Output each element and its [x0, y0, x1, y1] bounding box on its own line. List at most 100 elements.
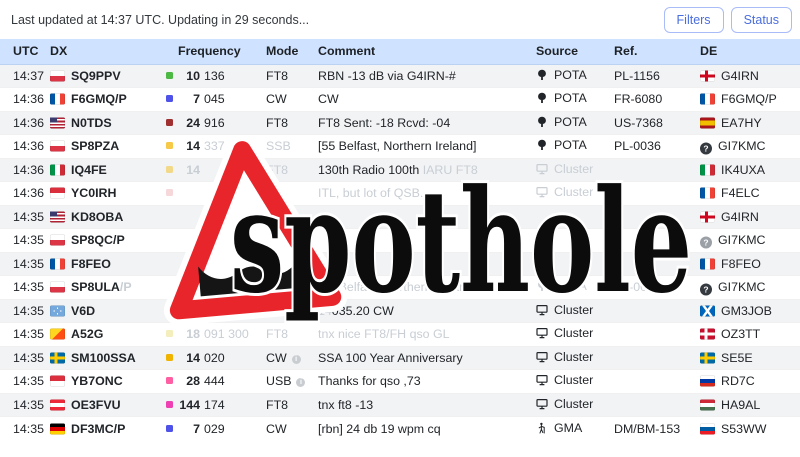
- band-color-swatch: [166, 189, 173, 197]
- dx-callsign: YB7ONC: [71, 374, 123, 389]
- spot-row[interactable]: 14:35 DF3MC/P 7 029 CW [rbn] 24 db 19 wpm cq G…: [0, 416, 800, 440]
- comment-text: [rbn] 24 db 19 wpm cq: [318, 421, 441, 436]
- spot-row[interactable]: 14:35 OE3FVU 144 174 FT8 tnx ft8 -13 Cluster HA…: [0, 392, 800, 417]
- ref-cell: [598, 392, 684, 417]
- unknown-country-icon: ?: [700, 142, 712, 155]
- pota-tree-icon: [538, 140, 546, 151]
- column-header-comment[interactable]: Comment: [308, 39, 520, 65]
- de-flag-it-icon: [700, 164, 715, 176]
- status-button[interactable]: Status: [730, 6, 792, 33]
- dx-flag-pl-icon: [50, 281, 65, 293]
- unknown-country-icon: ?: [700, 283, 712, 296]
- dx-cell: A52G: [44, 322, 160, 346]
- de-flag-fr-icon: [700, 258, 715, 270]
- dx-callsign: DF3MC/P: [71, 421, 126, 436]
- comment-text: FT8 Sent: -18 Rcvd: -04: [318, 115, 451, 130]
- comment-text: SSA 100 Year Anniversary: [318, 350, 463, 365]
- spot-time: 14:35: [13, 374, 44, 389]
- source-badge: Cluster: [536, 185, 593, 199]
- mode-cell: FT8: [258, 63, 308, 88]
- spot-row[interactable]: 14:36 YC0IRH ITL, but lot of QSB... Cluster…: [0, 181, 800, 205]
- reference-id: FR-6080: [614, 92, 663, 107]
- spots-table: UTC DX Frequency Mode Comment Source Ref…: [0, 39, 800, 440]
- ref-cell: [598, 228, 684, 252]
- spot-row[interactable]: 14:35 A52G 18 091 300 FT8 tnx nice FT8/FH qso…: [0, 322, 800, 346]
- spots-table-header: UTC DX Frequency Mode Comment Source Ref…: [0, 39, 800, 65]
- frequency-cell: 7 045: [160, 87, 258, 111]
- mode-cell: FT8: [258, 322, 308, 346]
- comment-text: Thanks for qso ,73: [318, 374, 421, 389]
- column-header-dx[interactable]: DX: [44, 39, 160, 65]
- frequency-cell: 24 916: [160, 110, 258, 135]
- spot-row[interactable]: 14:35 SM100SSA 14 020 CW i SSA 100 Year Annive…: [0, 345, 800, 370]
- spot-row[interactable]: 14:36 F6GMQ/P 7 045 CW CW POTA FR-6080 F6GMQ/P: [0, 87, 800, 111]
- spot-row[interactable]: 14:36 SP8PZA 14 337 SSB [55 Belfast, Northern…: [0, 134, 800, 158]
- dx-callsign: N0TDS: [71, 115, 112, 130]
- source-badge: Cluster: [536, 326, 593, 340]
- reference-id: PL-1156: [614, 68, 660, 83]
- spot-row[interactable]: 14:35 YB7ONC 28 444 USB i Thanks for qso ,73 Cl…: [0, 369, 800, 393]
- utc-cell: 14:35: [0, 369, 44, 393]
- frequency-khz: 029: [204, 421, 225, 436]
- spot-row[interactable]: 14:35 SP8ULA/P [55 Belfast, Northern Irela…: [0, 275, 800, 299]
- dx-callsign: IQ4FE: [71, 162, 107, 177]
- mode-cell: [258, 275, 308, 299]
- mode-label: CW: [266, 92, 287, 107]
- column-header-ref[interactable]: Ref.: [598, 39, 684, 65]
- spot-row[interactable]: 14:36 N0TDS 24 916 FT8 FT8 Sent: -18 Rcvd: -0…: [0, 110, 800, 135]
- column-header-utc[interactable]: UTC: [0, 39, 44, 65]
- spot-row[interactable]: 14:36 IQ4FE 14 FT8 130th Radio 100th IARU FT…: [0, 157, 800, 182]
- source-cell: Cluster: [520, 298, 598, 323]
- spot-row[interactable]: 14:35 F8FEO F8FEO: [0, 251, 800, 276]
- comment-cell: tnx ft8 -13: [308, 392, 520, 417]
- frequency-cell: 14: [160, 157, 258, 182]
- frequency-khz: 020: [204, 350, 225, 365]
- frequency-khz: 091 300: [204, 327, 249, 342]
- source-cell: POTA: [520, 275, 598, 299]
- mode-cell: CW: [258, 87, 308, 111]
- band-color-swatch: [166, 118, 173, 126]
- utc-cell: 14:36: [0, 110, 44, 135]
- filters-button[interactable]: Filters: [663, 6, 724, 33]
- de-flag-gb-sct-icon: [700, 305, 715, 317]
- de-callsign: S53WW: [721, 421, 767, 436]
- frequency-khz: 444: [204, 374, 225, 389]
- column-header-frequency[interactable]: Frequency: [160, 39, 258, 65]
- spot-row[interactable]: 14:37 SQ9PPV 10 136 FT8 RBN -13 dB via G4IRN-…: [0, 63, 800, 88]
- dx-callsign: KD8OBA: [71, 209, 124, 224]
- de-callsign: SE5E: [721, 350, 753, 365]
- cluster-monitor-icon: [536, 398, 548, 409]
- pota-tree-icon: [538, 93, 546, 104]
- utc-cell: 14:37: [0, 63, 44, 88]
- spot-row[interactable]: 14:35 V6D 14035.20 CW Cluster GM3JOB: [0, 298, 800, 323]
- column-header-source[interactable]: Source: [520, 39, 598, 65]
- de-flag-ru-icon: [700, 375, 715, 387]
- utc-cell: 14:36: [0, 181, 44, 205]
- utc-cell: 14:35: [0, 322, 44, 346]
- mode-cell: [258, 228, 308, 252]
- spot-time: 14:35: [13, 233, 44, 248]
- mode-cell: [258, 298, 308, 323]
- de-cell: SE5E: [684, 345, 800, 370]
- column-header-mode[interactable]: Mode: [258, 39, 308, 65]
- dx-flag-it-icon: [50, 164, 65, 176]
- cluster-monitor-icon: [536, 304, 548, 315]
- column-header-de[interactable]: DE: [684, 39, 800, 65]
- comment-cell: CW: [308, 87, 520, 111]
- dx-cell: SP8PZA: [44, 134, 160, 158]
- source-cell: [520, 204, 598, 229]
- ref-cell: PL-1156: [598, 63, 684, 88]
- source-badge: POTA: [536, 115, 587, 129]
- spot-row[interactable]: 14:35 KD8OBA G4IRN: [0, 204, 800, 229]
- ref-cell: FR-6080: [598, 87, 684, 111]
- de-cell: HA9AL: [684, 392, 800, 417]
- spot-row[interactable]: 14:35 SP8QC/P? GI7KMC: [0, 228, 800, 252]
- frequency-cell: 14 337: [160, 134, 258, 158]
- comment-cell: [308, 251, 520, 276]
- spot-time: 14:36: [13, 139, 44, 154]
- dx-flag-us-icon: [50, 211, 65, 223]
- unknown-country-icon: ?: [700, 236, 712, 249]
- cluster-monitor-icon: [536, 163, 548, 174]
- utc-cell: 14:35: [0, 251, 44, 276]
